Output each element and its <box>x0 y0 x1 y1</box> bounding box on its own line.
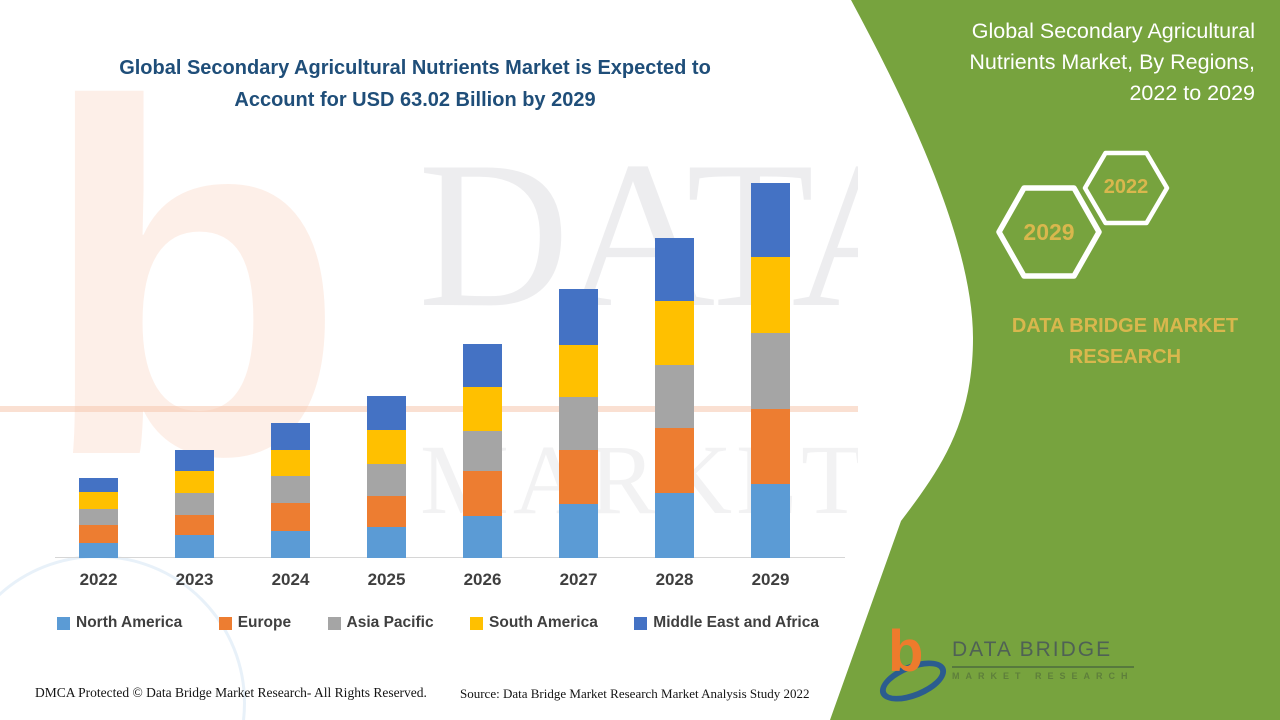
x-tick-2025: 2025 <box>367 570 406 589</box>
segment-europe-2022 <box>79 525 118 543</box>
logo-mark: b <box>874 619 952 710</box>
legend-item-asia-pacific: Asia Pacific <box>327 614 434 632</box>
chart-title: Global Secondary Agricultural Nutrients … <box>68 52 762 116</box>
legend-label: Europe <box>237 614 292 631</box>
segment-south-america-2028 <box>655 300 694 365</box>
segment-south-america-2027 <box>559 344 598 397</box>
segment-asia-pacific-2024 <box>271 476 310 504</box>
legend-swatch-icon <box>634 616 648 630</box>
segment-europe-2029 <box>751 408 790 484</box>
segment-north-america-2027 <box>559 503 598 558</box>
segment-asia-pacific-2029 <box>751 333 790 409</box>
chart-area: 2022 2023 2024 2025 2026 2027 2028 2029 <box>55 170 845 590</box>
legend-label: Middle East and Africa <box>653 614 819 631</box>
segment-north-america-2028 <box>655 493 694 558</box>
hexagons-graphic <box>996 150 1170 279</box>
chart-legend: North America Europe Asia Pacific South Ame… <box>57 614 819 632</box>
segment-north-america-2023 <box>175 535 214 558</box>
legend-label: South America <box>489 614 598 631</box>
green-panel-shape <box>830 0 1280 720</box>
x-tick-2028: 2028 <box>655 570 694 589</box>
x-tick-2024: 2024 <box>271 570 310 589</box>
segment-europe-2026 <box>463 471 502 517</box>
legend-item-middle-east-and-africa: Middle East and Africa <box>634 614 819 632</box>
segment-europe-2027 <box>559 450 598 504</box>
x-axis-line <box>55 557 845 558</box>
segment-north-america-2026 <box>463 516 502 558</box>
dmca-text: DMCA Protected © Data Bridge Market Rese… <box>35 685 427 700</box>
segment-middle-east-and-africa-2024 <box>271 423 310 450</box>
legend-label: North America <box>76 614 183 631</box>
x-tick-2026: 2026 <box>463 570 502 589</box>
segment-europe-2024 <box>271 503 310 532</box>
hexagon-2029-outline <box>996 185 1102 279</box>
bar-2029 <box>751 182 790 558</box>
bar-2022 <box>79 477 118 558</box>
brand-wordmark-line1: DATA BRIDGE MARKET <box>1011 315 1239 337</box>
segment-middle-east-and-africa-2027 <box>559 289 598 345</box>
side-panel-title: Global Secondary Agricultural Nutrients … <box>905 16 1255 109</box>
x-tick-2023: 2023 <box>175 570 214 589</box>
x-tick-2027: 2027 <box>559 570 598 589</box>
segment-europe-2025 <box>367 495 406 527</box>
logo-b-glyph-icon: b <box>888 619 924 684</box>
segment-north-america-2025 <box>367 526 406 558</box>
bar-2024 <box>271 423 310 558</box>
logo-text: DATA BRIDGE MARKET RESEARCH <box>952 630 1134 681</box>
hexagon-year-2022: 2022 <box>1103 176 1149 198</box>
brand-wordmark: DATA BRIDGE MARKET RESEARCH <box>988 311 1262 373</box>
chart-title-line2: Account for USD 63.02 Billion by 2029 <box>234 89 596 111</box>
segment-south-america-2025 <box>367 429 406 464</box>
bar-2028 <box>655 238 694 558</box>
segment-middle-east-and-africa-2028 <box>655 238 694 301</box>
brand-wordmark-line2: RESEARCH <box>1068 346 1182 368</box>
segment-europe-2028 <box>655 428 694 494</box>
side-panel-title-line2: Nutrients Market, By Regions, <box>969 50 1255 74</box>
legend-item-south-america: South America <box>470 614 598 632</box>
segment-south-america-2022 <box>79 491 118 510</box>
segment-asia-pacific-2023 <box>175 492 214 515</box>
hexagon-year-2029: 2029 <box>1023 219 1075 245</box>
segment-south-america-2023 <box>175 470 214 493</box>
chart-title-line1: Global Secondary Agricultural Nutrients … <box>119 57 711 79</box>
segment-asia-pacific-2026 <box>463 431 502 472</box>
segment-middle-east-and-africa-2022 <box>79 477 118 492</box>
bar-2023 <box>175 449 214 558</box>
segment-north-america-2029 <box>751 483 790 558</box>
segment-asia-pacific-2027 <box>559 396 598 451</box>
x-tick-2029: 2029 <box>751 570 790 589</box>
legend-swatch-icon <box>327 616 341 630</box>
bar-2025 <box>367 396 406 558</box>
bar-2027 <box>559 289 598 558</box>
legend-swatch-icon <box>57 616 70 630</box>
segment-asia-pacific-2022 <box>79 509 118 526</box>
legend-item-north-america: North America <box>57 614 182 632</box>
legend-label: Asia Pacific <box>346 614 434 631</box>
segment-north-america-2024 <box>271 531 310 558</box>
legend-swatch-icon <box>470 616 484 630</box>
databridge-logo: b DATA BRIDGE MARKET RESEARCH <box>874 619 1134 710</box>
segment-middle-east-and-africa-2025 <box>367 396 406 430</box>
legend-item-europe: Europe <box>218 614 292 632</box>
segment-north-america-2022 <box>79 542 118 558</box>
x-tick-2022: 2022 <box>79 570 118 589</box>
hexagon-2022-outline <box>1082 150 1170 226</box>
segment-middle-east-and-africa-2023 <box>175 449 214 471</box>
side-panel-title-line1: Global Secondary Agricultural <box>971 19 1255 43</box>
source-text: Source: Data Bridge Market Research Mark… <box>460 686 810 701</box>
segment-south-america-2029 <box>751 257 790 334</box>
segment-asia-pacific-2025 <box>367 463 406 496</box>
legend-swatch-icon <box>218 616 232 630</box>
segment-asia-pacific-2028 <box>655 364 694 429</box>
segment-middle-east-and-africa-2026 <box>463 343 502 387</box>
logo-brand-text: DATA BRIDGE <box>952 638 1134 668</box>
logo-tagline-text: MARKET RESEARCH <box>952 671 1134 681</box>
segment-south-america-2024 <box>271 449 310 477</box>
segment-europe-2023 <box>175 514 214 536</box>
segment-middle-east-and-africa-2029 <box>751 182 790 258</box>
side-panel-title-line3: 2022 to 2029 <box>1129 81 1255 105</box>
